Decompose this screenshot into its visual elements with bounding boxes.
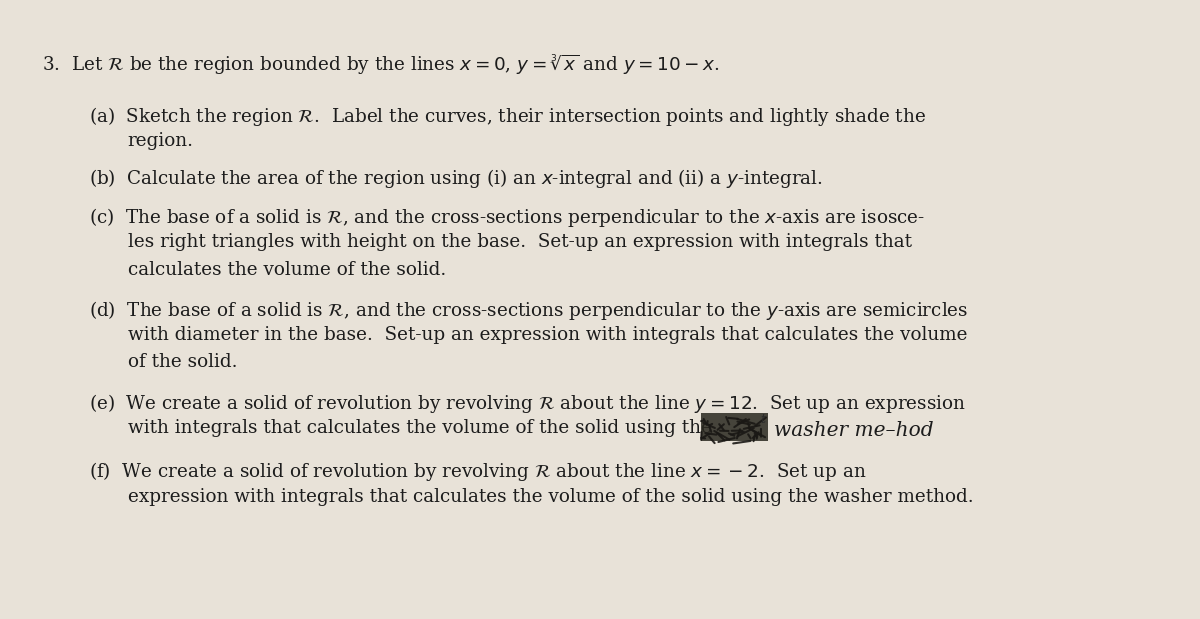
- Text: expression with integrals that calculates the volume of the solid using the wash: expression with integrals that calculate…: [127, 488, 973, 506]
- Text: with diameter in the base.  Set-up an expression with integrals that calculates : with diameter in the base. Set-up an exp…: [127, 326, 967, 344]
- Text: calculates the volume of the solid.: calculates the volume of the solid.: [127, 261, 446, 279]
- Text: washer me–hod: washer me–hod: [774, 421, 934, 439]
- Text: 3.  Let $\mathcal{R}$ be the region bounded by the lines $x = 0$, $y = \sqrt[3]{: 3. Let $\mathcal{R}$ be the region bound…: [42, 53, 720, 77]
- Text: of the solid.: of the solid.: [127, 353, 238, 371]
- Text: (c)  The base of a solid is $\mathcal{R}$, and the cross-sections perpendicular : (c) The base of a solid is $\mathcal{R}$…: [89, 206, 925, 228]
- Text: (e)  We create a solid of revolution by revolving $\mathcal{R}$ about the line $: (e) We create a solid of revolution by r…: [89, 392, 966, 415]
- Text: with integrals that calculates the volume of the solid using the: with integrals that calculates the volum…: [127, 420, 712, 438]
- FancyBboxPatch shape: [701, 413, 768, 441]
- Text: (f)  We create a solid of revolution by revolving $\mathcal{R}$ about the line $: (f) We create a solid of revolution by r…: [89, 461, 866, 483]
- Text: (b)  Calculate the area of the region using (i) an $x$-integral and (ii) a $y$-i: (b) Calculate the area of the region usi…: [89, 167, 823, 190]
- Text: t: t: [760, 413, 764, 426]
- Text: les right triangles with height on the base.  Set-up an expression with integral: les right triangles with height on the b…: [127, 233, 912, 251]
- Text: (a)  Sketch the region $\mathcal{R}$.  Label the curves, their intersection poin: (a) Sketch the region $\mathcal{R}$. Lab…: [89, 105, 925, 128]
- Text: region.: region.: [127, 132, 193, 150]
- Text: (d)  The base of a solid is $\mathcal{R}$, and the cross-sections perpendicular : (d) The base of a solid is $\mathcal{R}$…: [89, 298, 968, 321]
